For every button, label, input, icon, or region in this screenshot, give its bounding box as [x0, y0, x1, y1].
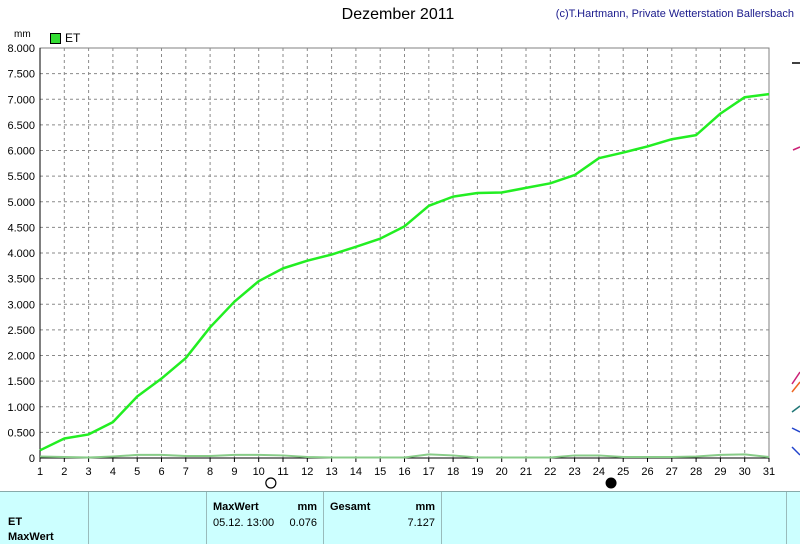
x-tick-label: 16 — [398, 466, 410, 478]
x-tick-label: 25 — [617, 466, 629, 478]
y-tick-label: 3.500 — [7, 274, 35, 286]
series-line-et — [39, 92, 770, 452]
edge-mark — [791, 405, 800, 413]
x-tick-label: 10 — [253, 466, 265, 478]
x-tick-label: 8 — [207, 466, 213, 478]
y-tick-label: 0.500 — [7, 427, 35, 439]
x-tick-label: 30 — [739, 466, 751, 478]
y-tick-label: 4.500 — [7, 222, 35, 234]
x-tick-label: 27 — [666, 466, 678, 478]
maxwert-datetime: 05.12. 13:00 — [213, 517, 275, 529]
x-tick-label: 2 — [61, 466, 67, 478]
info-row2-label: MaxWert — [8, 531, 54, 543]
x-tick-label: 13 — [325, 466, 337, 478]
y-tick-label: 6.500 — [7, 120, 35, 132]
edge-mark — [791, 371, 800, 385]
x-tick-label: 5 — [134, 466, 140, 478]
y-tick-label: 2.000 — [7, 351, 35, 363]
maxwert-value: 0.076 — [289, 517, 317, 529]
y-tick-label: 0 — [29, 453, 35, 465]
gesamt-header: Gesamt — [330, 501, 371, 513]
legend-label-et: ET — [65, 31, 81, 45]
x-tick-label: 19 — [471, 466, 483, 478]
y-tick-label: 7.000 — [7, 94, 35, 106]
x-tick-label: 1 — [37, 466, 43, 478]
x-tick-label: 21 — [520, 466, 532, 478]
y-tick-label: 3.000 — [7, 299, 35, 311]
new-moon-icon — [605, 477, 617, 489]
x-tick-label: 11 — [277, 466, 288, 478]
y-axis-unit: mm — [14, 29, 31, 40]
edge-mark — [791, 427, 800, 433]
x-tick-label: 15 — [374, 466, 386, 478]
x-tick-label: 20 — [496, 466, 508, 478]
edge-mark — [791, 446, 800, 456]
edge-mark — [792, 146, 800, 151]
y-tick-label: 1.500 — [7, 376, 35, 388]
info-col-maxwert: MaxWert mm 05.12. 13:00 0.076 — [207, 492, 324, 544]
x-tick-label: 28 — [690, 466, 702, 478]
x-tick-label: 23 — [568, 466, 580, 478]
daily-et-line — [39, 453, 770, 459]
info-col-label: ET MaxWert — [0, 492, 89, 544]
x-tick-label: 12 — [301, 466, 313, 478]
legend[interactable]: ET — [50, 31, 80, 45]
x-tick-label: 4 — [110, 466, 116, 478]
x-tick-label: 9 — [231, 466, 237, 478]
info-col-empty — [88, 492, 207, 544]
y-tick-label: 4.000 — [7, 248, 35, 260]
info-col-spare — [442, 492, 787, 544]
y-tick-label: 5.500 — [7, 171, 35, 183]
x-tick-label: 14 — [350, 466, 362, 478]
chart-title: Dezember 2011 — [341, 6, 455, 23]
x-tick-label: 24 — [593, 466, 605, 478]
y-tick-label: 5.000 — [7, 197, 35, 209]
info-col-gesamt: Gesamt mm 7.127 — [324, 492, 442, 544]
y-tick-label: 2.500 — [7, 325, 35, 337]
x-tick-label: 18 — [447, 466, 459, 478]
x-tick-label: 22 — [544, 466, 556, 478]
y-tick-label: 7.500 — [7, 69, 35, 81]
x-tick-label: 7 — [183, 466, 189, 478]
chart-canvas: 0 0.500 1.000 1.500 2.000 2.500 3.000 3.500 4.00… — [7, 43, 800, 489]
y-tick-label: 6.000 — [7, 146, 35, 158]
edge-mark — [791, 381, 800, 393]
gesamt-unit-header: mm — [415, 501, 435, 513]
copyright-text: (c)T.Hartmann, Private Wetterstation Bal… — [555, 8, 794, 20]
y-tick-label: 1.000 — [7, 402, 35, 414]
maxwert-unit-header: mm — [297, 501, 317, 513]
x-tick-label: 3 — [86, 466, 92, 478]
info-bar: ET MaxWert MaxWert mm 05.12. 13:00 0.076… — [0, 491, 800, 544]
x-tick-label: 29 — [714, 466, 726, 478]
x-tick-label: 31 — [763, 466, 775, 478]
x-tick-label: 6 — [158, 466, 164, 478]
x-tick-label: 26 — [641, 466, 653, 478]
x-tick-label: 17 — [423, 466, 435, 478]
first-quarter-moon-icon — [265, 477, 277, 489]
gesamt-value: 7.127 — [407, 517, 435, 529]
info-row1-label: ET — [8, 516, 23, 528]
legend-swatch-et — [50, 32, 61, 44]
maxwert-header: MaxWert — [213, 501, 259, 513]
y-tick-label: 8.000 — [7, 43, 35, 55]
